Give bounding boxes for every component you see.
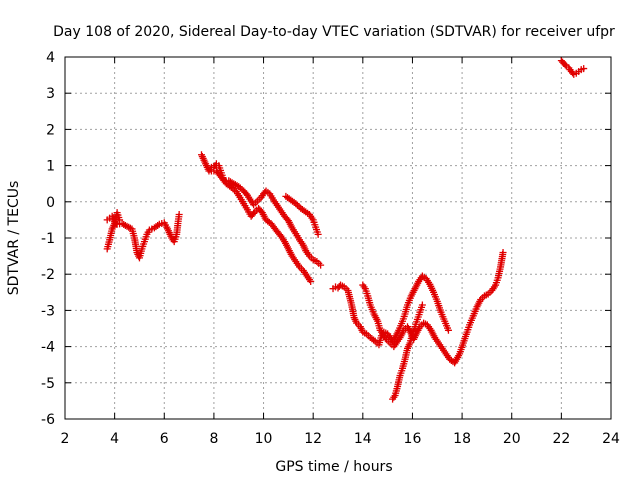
chart-title: Day 108 of 2020, Sidereal Day-to-day VTE… [53,24,615,40]
y-tick-labels: 4 3 2 1 0 -1 -2 -3 -4 -5 -6 [41,50,55,428]
grid-lines [65,57,611,419]
x-tick-label: 14 [354,431,372,447]
data-point [444,326,452,334]
x-tick-label: 20 [503,431,521,447]
data-point [293,201,301,209]
data-point [317,261,325,269]
y-tick-label: -6 [41,412,55,428]
series-arc-2 [103,210,183,262]
data-point [499,248,507,256]
y-tick-label: -2 [41,267,55,283]
x-tick-label: 24 [602,431,620,447]
y-tick-label: -5 [41,376,55,392]
data-point [580,65,588,73]
x-tick-label: 8 [209,431,218,447]
series-arc-3 [198,151,325,269]
series-arc-9 [557,57,588,78]
y-tick-label: 2 [46,122,55,138]
x-tick-label: 2 [61,431,70,447]
series-arc-8 [389,301,426,403]
x-tick-label: 6 [160,431,169,447]
x-tick-label: 4 [110,431,119,447]
y-tick-label: 1 [46,159,55,175]
y-axis-label: SDTVAR / TECUs [6,181,22,296]
plot-frame [64,56,612,420]
x-tick-label: 18 [453,431,471,447]
data-point [418,301,426,309]
y-tick-label: 3 [46,86,55,102]
data-point [154,221,162,229]
x-tick-label: 22 [552,431,570,447]
x-tick-labels: 2 4 6 8 10 12 14 16 18 20 22 24 [61,431,620,447]
data-point [307,277,315,285]
y-tick-label: -4 [41,340,55,356]
y-tick-label: -1 [41,231,55,247]
data-point [314,230,322,238]
data-point [300,207,308,215]
y-tick-label: 0 [46,195,55,211]
x-axis-label: GPS time / hours [275,459,392,475]
data-point [292,200,300,208]
data-marks [103,57,588,403]
data-point [250,209,258,217]
data-point [561,61,569,69]
x-tick-label: 16 [404,431,422,447]
series-arc-7 [359,248,507,367]
data-point [112,219,120,227]
data-point [175,210,183,218]
series-arc-5 [282,192,322,238]
series-arc-4 [207,167,315,285]
x-tick-label: 10 [255,431,273,447]
y-tick-label: -3 [41,303,55,319]
data-point [370,336,378,344]
x-tick-label: 12 [304,431,322,447]
y-tick-label: 4 [46,50,55,66]
